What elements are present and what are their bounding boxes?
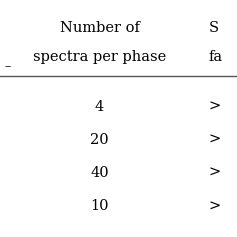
Text: >: >	[209, 100, 221, 114]
Text: fa: fa	[209, 50, 223, 64]
Text: >: >	[209, 133, 221, 147]
Text: –: –	[5, 60, 11, 73]
Text: 40: 40	[90, 166, 109, 180]
Text: 20: 20	[90, 133, 109, 147]
Text: >: >	[209, 166, 221, 180]
Text: 10: 10	[90, 199, 109, 213]
Text: S: S	[209, 21, 219, 36]
Text: spectra per phase: spectra per phase	[33, 50, 166, 64]
Text: >: >	[209, 199, 221, 213]
Text: 4: 4	[95, 100, 104, 114]
Text: Number of: Number of	[59, 21, 140, 36]
